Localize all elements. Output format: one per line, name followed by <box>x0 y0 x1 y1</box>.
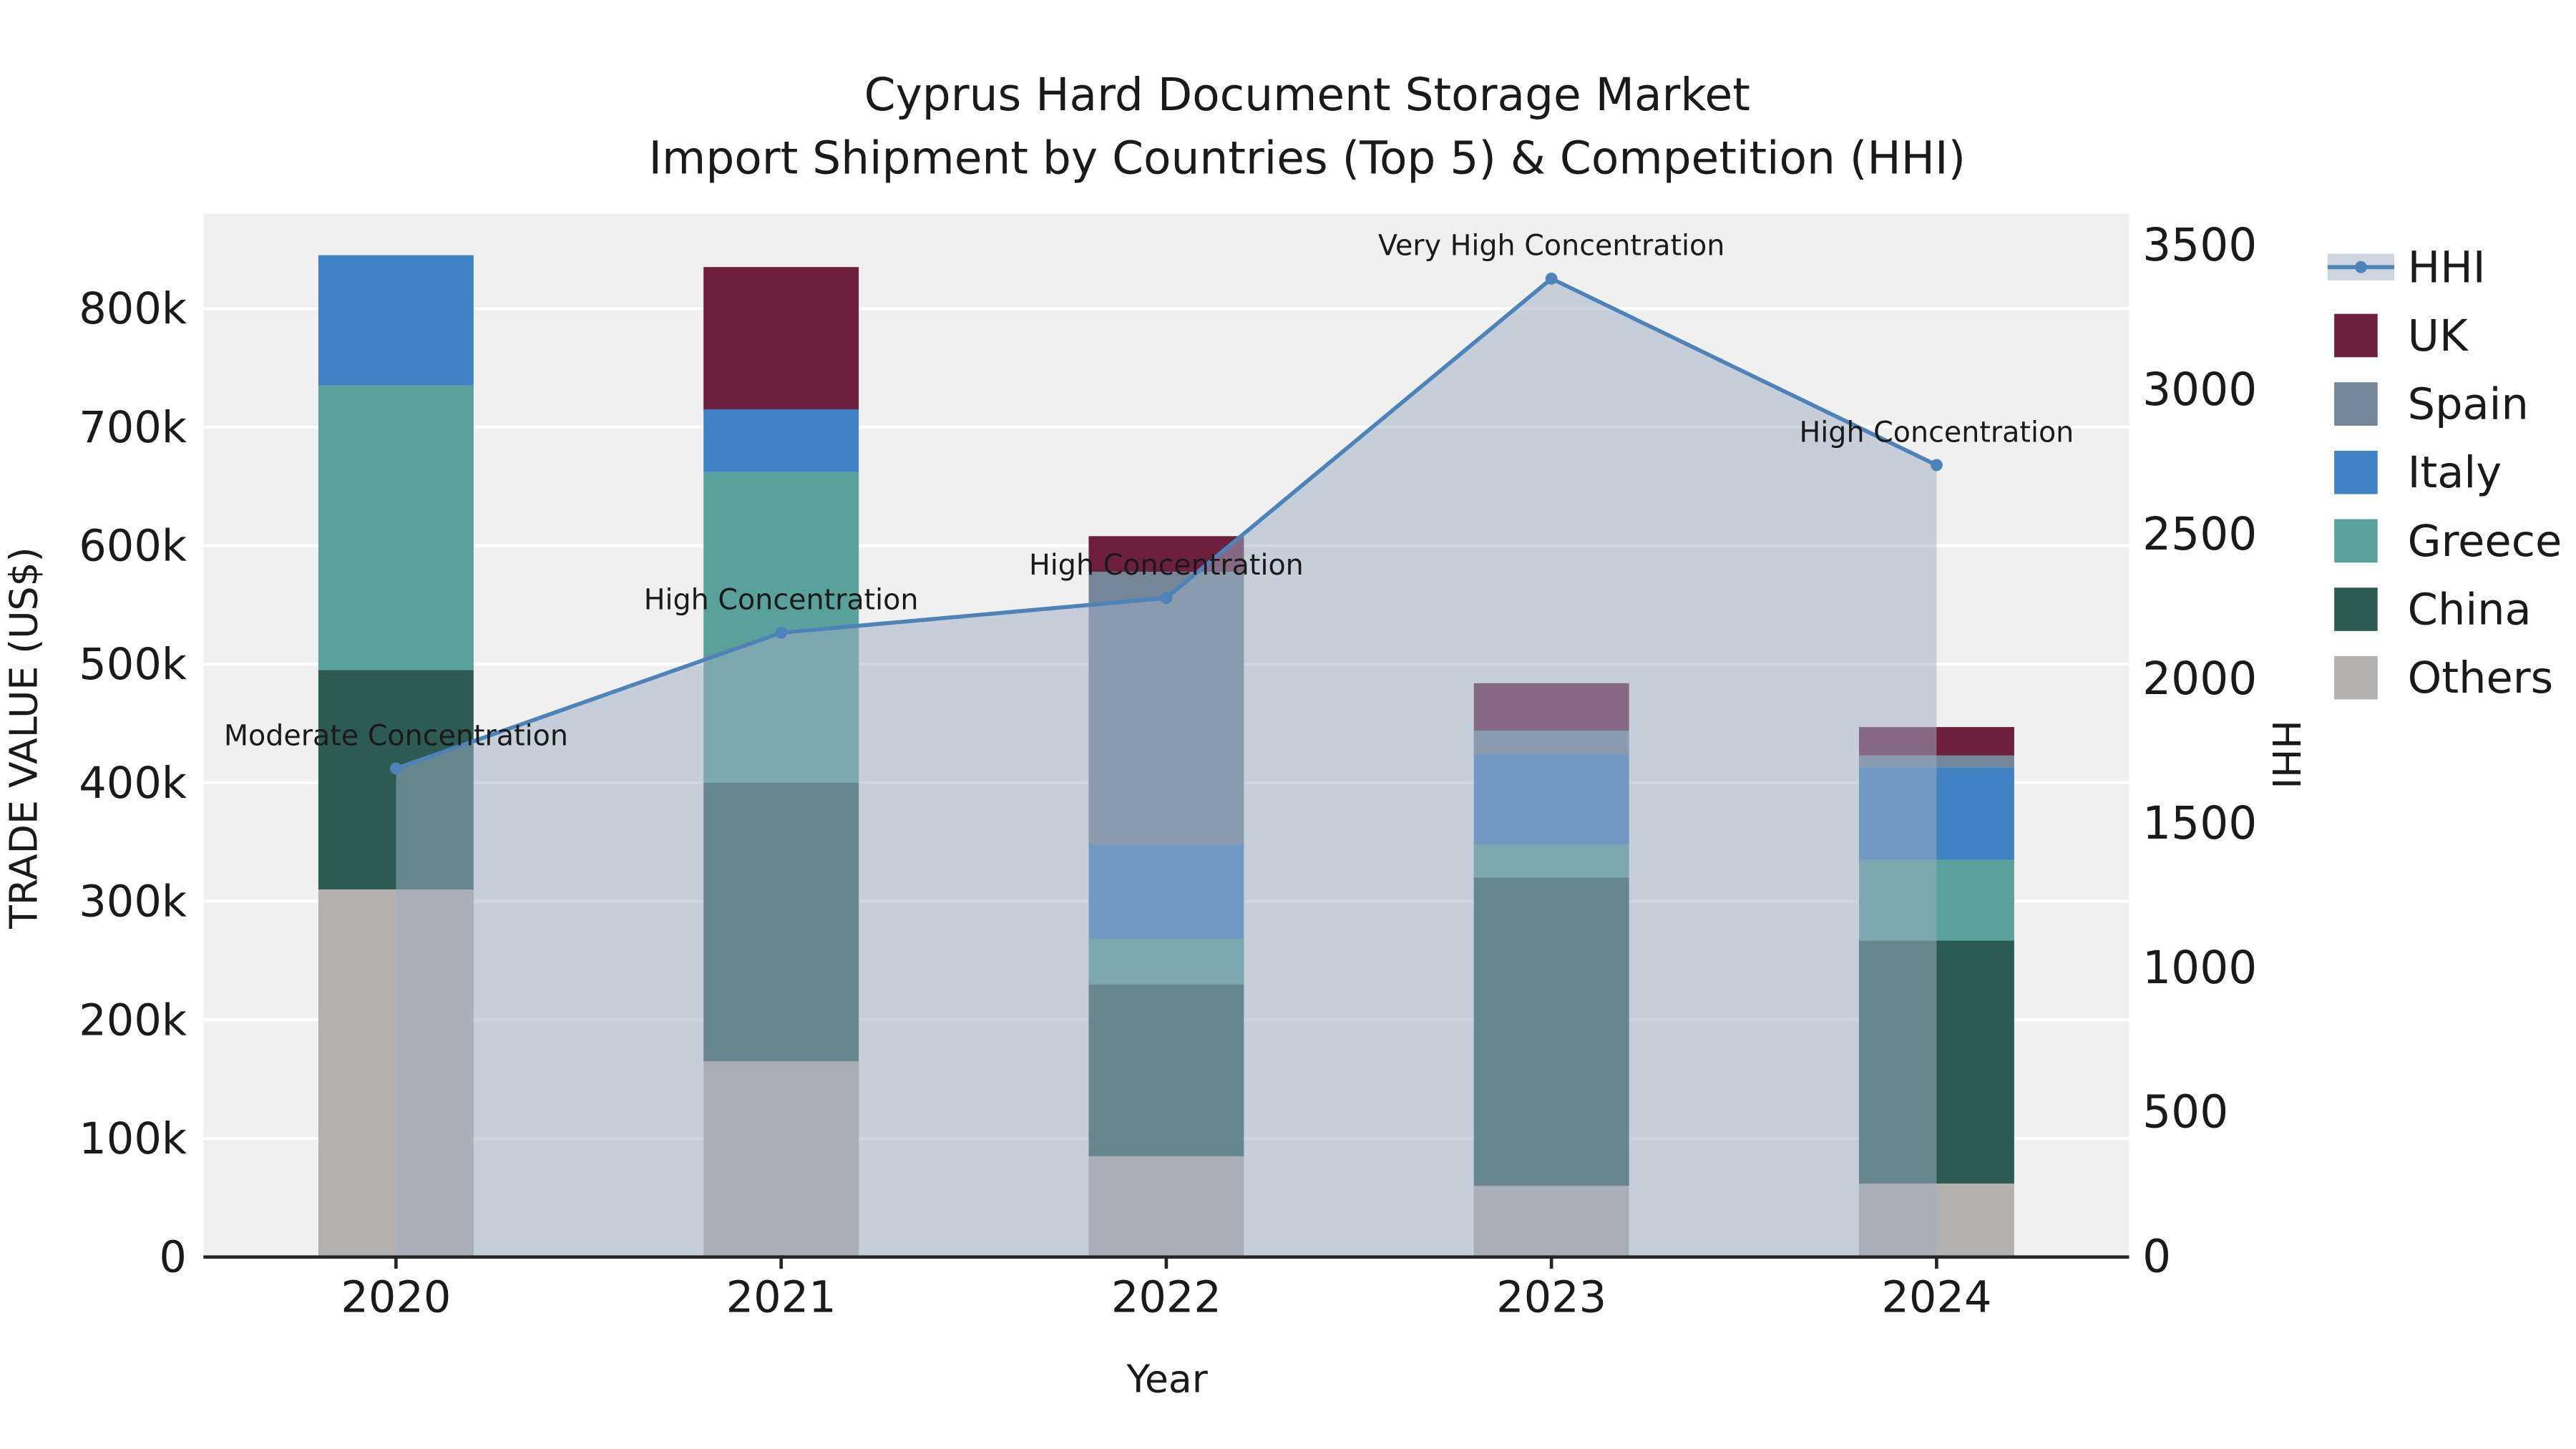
legend-swatch-spain <box>2334 382 2378 426</box>
y-axis-right-tick-label: 2000 <box>2142 653 2257 705</box>
hhi-area <box>396 278 1937 1257</box>
chart-title-line2: Import Shipment by Countries (Top 5) & C… <box>649 132 1966 185</box>
legend-swatch-italy <box>2334 450 2378 494</box>
hhi-marker-2020 <box>390 762 402 775</box>
legend-label-spain: Spain <box>2408 380 2529 430</box>
legend-label-others: Others <box>2408 653 2554 703</box>
legend-swatch-uk <box>2334 313 2378 358</box>
y-axis-right-tick-label: 500 <box>2142 1086 2228 1138</box>
hhi-marker-2021 <box>775 626 788 639</box>
annotation-2021: High Concentration <box>644 584 919 617</box>
legend-label-greece: Greece <box>2408 517 2562 567</box>
legend-label-uk: UK <box>2408 311 2469 361</box>
legend-label-italy: Italy <box>2408 448 2502 498</box>
y-axis-left-tick-label: 200k <box>79 995 187 1045</box>
hhi-marker-2023 <box>1545 272 1558 285</box>
y-axis-title-right: HHI <box>2263 720 2308 789</box>
annotation-2020: Moderate Concentration <box>224 719 568 752</box>
y-axis-right-tick-label: 1500 <box>2142 797 2257 849</box>
x-axis-tick-label: 2022 <box>1111 1273 1221 1323</box>
y-axis-left-tick-label: 0 <box>159 1233 187 1283</box>
y-axis-title-left: TRADE VALUE (US$) <box>1 547 46 929</box>
annotation-2023: Very High Concentration <box>1378 230 1724 263</box>
y-axis-left-tick-label: 100k <box>79 1114 187 1164</box>
x-axis-title: Year <box>1126 1357 1208 1402</box>
y-axis-left-tick-label: 300k <box>79 877 187 927</box>
x-axis-tick-label: 2023 <box>1496 1273 1606 1323</box>
y-axis-right-tick-label: 0 <box>2142 1231 2171 1283</box>
legend-swatch-greece <box>2334 519 2378 563</box>
legend-swatch-hhi-marker <box>2355 260 2367 273</box>
y-axis-left-tick-label: 600k <box>79 522 187 572</box>
y-axis-left-tick-label: 800k <box>79 284 187 334</box>
bar-segment-italy-2020 <box>318 255 474 386</box>
x-axis-tick-label: 2021 <box>726 1273 836 1323</box>
legend-swatch-others <box>2334 655 2378 700</box>
annotation-2022: High Concentration <box>1029 549 1304 582</box>
bar-segment-greece-2020 <box>318 385 474 670</box>
y-axis-left-tick-label: 700k <box>79 403 187 453</box>
x-axis-tick-label: 2020 <box>341 1273 451 1323</box>
y-axis-right-tick-label: 3000 <box>2142 364 2257 416</box>
legend: HHI UK Spain Italy Greece China Others <box>2327 243 2562 703</box>
y-axis-right-tick-label: 1000 <box>2142 942 2257 994</box>
legend-label-hhi: HHI <box>2408 243 2486 293</box>
annotation-2024: High Concentration <box>1800 416 2074 449</box>
hhi-marker-2024 <box>1931 459 1943 472</box>
bar-segment-italy-2021 <box>703 409 859 472</box>
hhi-marker-2022 <box>1160 592 1173 605</box>
y-axis-right-tick-label: 3500 <box>2142 219 2257 271</box>
y-axis-right-tick-label: 2500 <box>2142 508 2257 560</box>
legend-swatch-china <box>2334 587 2378 631</box>
y-axis-left-tick-label: 400k <box>79 758 187 809</box>
bar-segment-uk-2021 <box>703 267 859 410</box>
plot-layer: 0 100k 200k 300k 400k 500k 600k 700k 800k 0 500 100… <box>79 213 2257 1323</box>
y-axis-left-tick-label: 500k <box>79 640 187 690</box>
chart-title-line1: Cyprus Hard Document Storage Market <box>864 69 1750 121</box>
x-axis-tick-label: 2024 <box>1881 1273 1991 1323</box>
legend-label-china: China <box>2408 585 2532 635</box>
